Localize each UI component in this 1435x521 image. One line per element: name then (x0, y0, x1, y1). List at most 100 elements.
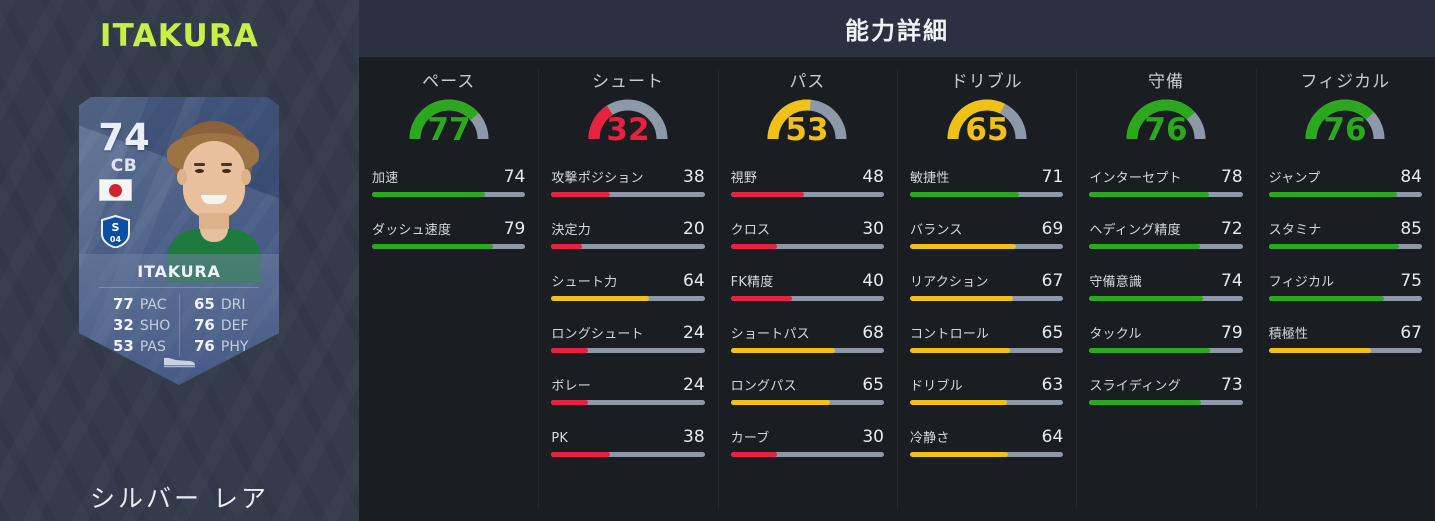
svg-text:32: 32 (606, 112, 649, 147)
attribute-item-label: 守備意識 (1089, 275, 1143, 290)
attribute-item-bar (1268, 192, 1422, 197)
attribute-gauge: 77 (359, 95, 538, 157)
attribute-item-label: ダッシュ速度 (372, 223, 452, 238)
attribute-item: 冷静さ 64 (909, 427, 1064, 457)
attribute-item-bar-fill (909, 452, 1009, 457)
attribute-item-bar-fill (1089, 244, 1200, 249)
attribute-item-value: 65 (862, 375, 884, 395)
attribute-item-bar (909, 244, 1064, 249)
attribute-item-label: ロングシュート (551, 327, 644, 342)
attribute-item-bar-fill (1089, 400, 1202, 405)
attribute-item-label: コントロール (909, 327, 990, 342)
svg-text:65: 65 (965, 112, 1008, 147)
attribute-item-label: 視野 (730, 171, 758, 186)
attribute-item-label: 攻撃ポジション (551, 171, 644, 186)
attribute-item-value: 48 (862, 167, 884, 187)
attribute-item-list: 敏捷性 71 バランス 69 リアクション 67 コントロール 65 ドリブル 63 冷静さ 64 (897, 157, 1076, 457)
attribute-item: フィジカル 75 (1268, 271, 1422, 301)
attribute-item: 決定力 20 (551, 219, 705, 249)
attribute-item-bar (551, 244, 705, 249)
attribute-item-bar-fill (730, 192, 805, 197)
attribute-item-bar-fill (551, 244, 582, 249)
attribute-item-label: バランス (909, 223, 963, 238)
attribute-item: 敏捷性 71 (909, 167, 1064, 197)
attribute-item-bar (909, 296, 1064, 301)
attribute-item-bar-fill (909, 348, 1010, 353)
stat-value: 65 (194, 295, 215, 313)
attribute-item-bar (1268, 244, 1422, 249)
attribute-item-bar (551, 452, 705, 457)
attribute-item-bar-fill (730, 296, 792, 301)
panel-title: 能力詳細 (845, 17, 949, 45)
attribute-item-value: 69 (1041, 219, 1064, 239)
attribute-gauge: 76 (1256, 95, 1435, 157)
attribute-item-label: FK精度 (730, 275, 774, 290)
svg-text:77: 77 (427, 112, 470, 147)
attribute-item-label: 加速 (372, 171, 399, 186)
attribute-column-title: ペース (422, 72, 476, 92)
attribute-item: PK 38 (551, 427, 705, 457)
card-stat-row: 77 PAC (113, 294, 179, 315)
attribute-gauge: 32 (538, 95, 717, 157)
attribute-item-bar-fill (909, 400, 1007, 405)
attribute-item-bar-fill (909, 244, 1016, 249)
card-stat-row: 76 DEF (194, 315, 257, 336)
attribute-item: ダッシュ速度 79 (372, 219, 526, 249)
attribute-item-label: 決定力 (551, 223, 591, 238)
attribute-item-bar (551, 400, 705, 405)
attribute-item-value: 84 (1400, 167, 1422, 187)
attribute-item-label: リアクション (909, 275, 989, 290)
page-title: ITAKURA (99, 18, 260, 54)
attribute-item-label: インターセプト (1089, 171, 1182, 186)
attribute-item-label: スタミナ (1268, 223, 1322, 238)
attribute-item-value: 30 (862, 427, 884, 447)
stat-value: 32 (113, 315, 134, 334)
attribute-item-label: ロングパス (730, 379, 797, 394)
player-card[interactable]: 74 CB S 04 (79, 97, 279, 385)
attribute-item-label: 冷静さ (909, 431, 950, 446)
attribute-item-bar (730, 244, 884, 249)
attribute-gauge: 76 (1076, 95, 1255, 157)
attribute-item-label: PK (551, 431, 569, 446)
stat-value: 53 (113, 336, 134, 355)
attribute-item-label: タックル (1089, 327, 1142, 342)
attribute-item-bar (730, 348, 884, 353)
attribute-item: リアクション 67 (909, 271, 1064, 301)
attribute-item: FK精度 40 (730, 271, 884, 301)
attribute-item-list: 加速 74 ダッシュ速度 79 (359, 157, 538, 249)
player-card-panel: ITAKURA 74 CB S 04 (0, 0, 359, 521)
attribute-item-bar-fill (1089, 348, 1211, 353)
svg-text:76: 76 (1324, 112, 1367, 147)
attribute-item-bar-fill (1089, 192, 1209, 197)
attribute-column-title: フィジカル (1300, 72, 1391, 92)
attribute-item-label: ショートパス (730, 327, 810, 342)
attribute-item: ドリブル 63 (909, 375, 1064, 405)
attribute-item-value: 79 (503, 219, 526, 239)
attribute-column: 守備 76 インターセプト 78 ヘディング精度 72 守備意識 74 タックル 79 スライディン… (1076, 57, 1255, 521)
attribute-column: シュート 32 攻撃ポジション 38 決定力 20 シュート力 64 ロングシュート 24 ボレー 2… (538, 57, 717, 521)
card-player-name: ITAKURA (137, 262, 221, 281)
attribute-item-bar-fill (551, 452, 610, 457)
attribute-item-value: 67 (1041, 271, 1064, 291)
attribute-item-bar-fill (909, 192, 1019, 197)
attribute-item-list: ジャンプ 84 スタミナ 85 フィジカル 75 積極性 67 (1256, 157, 1435, 353)
attribute-item-bar (372, 244, 526, 249)
attribute-item-bar-fill (1268, 348, 1372, 353)
attribute-item-label: フィジカル (1268, 275, 1335, 290)
attribute-item: スタミナ 85 (1268, 219, 1422, 249)
attribute-item-bar-fill (730, 348, 835, 353)
attribute-item-label: スライディング (1089, 379, 1181, 394)
attribute-item-value: 20 (683, 219, 705, 239)
card-stat-row: 76 PHY (194, 336, 257, 357)
attribute-item-bar-fill (1089, 296, 1203, 301)
attribute-item-value: 30 (862, 219, 884, 239)
stat-key: PAC (139, 297, 167, 313)
attribute-item-bar-fill (1268, 296, 1384, 301)
panel-header: 能力詳細 (359, 0, 1435, 57)
attribute-item-bar (551, 192, 705, 197)
svg-text:04: 04 (110, 235, 122, 244)
attribute-item-value: 79 (1221, 323, 1243, 343)
attribute-item-bar-fill (372, 244, 494, 249)
attribute-item-value: 24 (683, 323, 705, 343)
attribute-column-title: ドリブル (950, 72, 1023, 92)
